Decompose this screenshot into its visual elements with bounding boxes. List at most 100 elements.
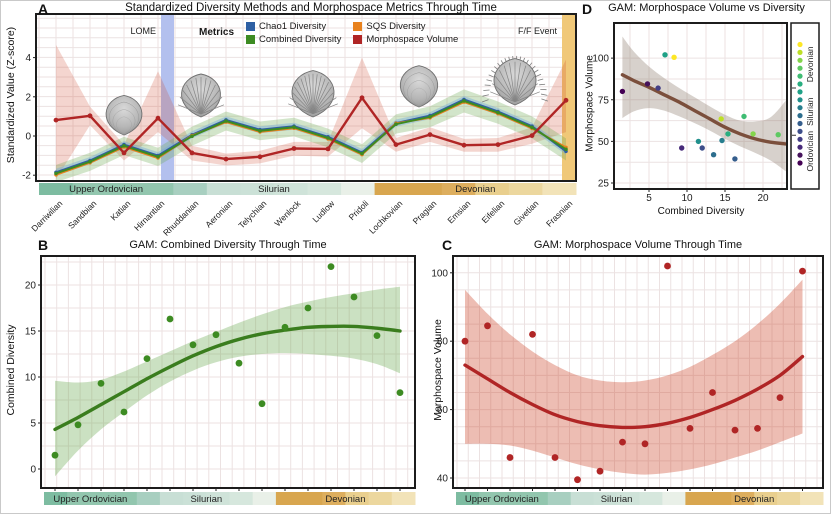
data-point [190, 151, 195, 156]
stage-tick-label: Hirnantian [132, 198, 167, 233]
data-point [564, 148, 568, 152]
legend-entry: SQS Diversity [353, 21, 458, 32]
data-point [552, 454, 559, 461]
data-point [190, 341, 197, 348]
period-bar-segment [39, 183, 73, 195]
brachiopod-fossil-illustration [288, 71, 338, 117]
data-point [462, 143, 467, 148]
data-point [696, 139, 701, 144]
legend-dot [797, 50, 802, 55]
data-point [662, 52, 667, 57]
data-point [655, 85, 660, 90]
legend-swatch [246, 22, 255, 31]
data-point [167, 316, 174, 323]
panel-c-label: C [442, 237, 452, 253]
period-label: Silurian [601, 494, 633, 505]
stage-tick-label: Pridoli [347, 198, 371, 222]
legend-dot [797, 89, 802, 94]
period-bar-segment [375, 183, 409, 195]
data-point [799, 268, 806, 275]
legend-group-label: Devonian [805, 46, 815, 82]
stage-tick-label: Lochkovian [367, 198, 405, 236]
data-point [642, 440, 649, 447]
data-point [530, 126, 534, 130]
data-point [360, 152, 364, 156]
y-tick-label: 25 [598, 179, 610, 190]
legend-group-label: Silurian [805, 97, 815, 126]
period-bar-segment [160, 492, 184, 505]
data-point [394, 122, 398, 126]
brachiopod-fossil-illustration [482, 56, 548, 105]
data-point [52, 452, 59, 459]
data-point [54, 172, 58, 176]
y-tick-label: -2 [22, 171, 31, 182]
data-point [54, 118, 59, 123]
stage-tick-label: Aeronian [203, 198, 234, 229]
period-bar-segment [341, 183, 375, 195]
data-point [122, 144, 126, 148]
panel-c-y-axis-label: Morphospace Volume [432, 290, 444, 450]
period-bar-segment [777, 492, 800, 505]
data-point [98, 380, 105, 387]
data-point [709, 389, 716, 396]
data-point [428, 115, 432, 119]
data-point [776, 132, 781, 137]
legend-entry-label: Morphospace Volume [366, 34, 458, 45]
legend-dot [797, 113, 802, 118]
legend-entry: Combined Diversity [246, 34, 341, 45]
grid [41, 256, 415, 488]
data-point [507, 454, 514, 461]
x-tick-label: 5 [646, 193, 652, 204]
data-point [597, 468, 604, 475]
period-bar-segment [140, 183, 174, 195]
y-tick-label: 75 [598, 95, 610, 106]
data-point [645, 81, 650, 86]
data-point [374, 332, 381, 339]
data-point [122, 151, 127, 156]
legend-column: SQS Diversity Morphospace Volume [353, 21, 458, 45]
data-point [564, 98, 569, 103]
legend-entry-label: Combined Diversity [259, 34, 341, 45]
y-tick-label: 4 [25, 53, 31, 64]
data-point [741, 114, 746, 119]
fossil-spine [541, 94, 547, 95]
data-point [754, 425, 761, 432]
data-point [777, 394, 784, 401]
data-point [224, 157, 229, 162]
period-bar-segment [509, 183, 543, 195]
legend-swatch [246, 35, 255, 44]
data-point [725, 131, 730, 136]
data-point [282, 324, 289, 331]
plot-frame [41, 256, 415, 488]
y-tick-label: 15 [25, 327, 37, 338]
period-bar-segment [173, 183, 207, 195]
y-tick-label: 100 [431, 268, 448, 279]
period-bar-segment [137, 492, 161, 505]
legend-dot [797, 42, 802, 47]
data-point [462, 99, 466, 103]
data-point [732, 156, 737, 161]
period-label: Silurian [190, 494, 222, 505]
y-tick-label: 10 [25, 373, 37, 384]
confidence-ribbon [55, 287, 400, 477]
period-label: Devonian [455, 184, 495, 195]
period-bar-segment [253, 492, 277, 505]
stage-tick-label: Rhuddanian [161, 198, 201, 238]
data-point [236, 360, 243, 367]
panel-b-title: GAM: Combined Diversity Through Time [41, 239, 415, 251]
y-tick-label: 0 [30, 465, 36, 476]
brachiopod-fossil-illustration [178, 74, 224, 117]
legend-swatch [353, 22, 362, 31]
data-point [732, 427, 739, 434]
data-point [750, 131, 755, 136]
period-label: Upper Ordovician [53, 494, 127, 505]
data-point [664, 263, 671, 270]
stage-tick-label: Darriwilian [29, 198, 64, 233]
panel-a-title: Standardized Diversity Methods and Morph… [61, 2, 561, 14]
